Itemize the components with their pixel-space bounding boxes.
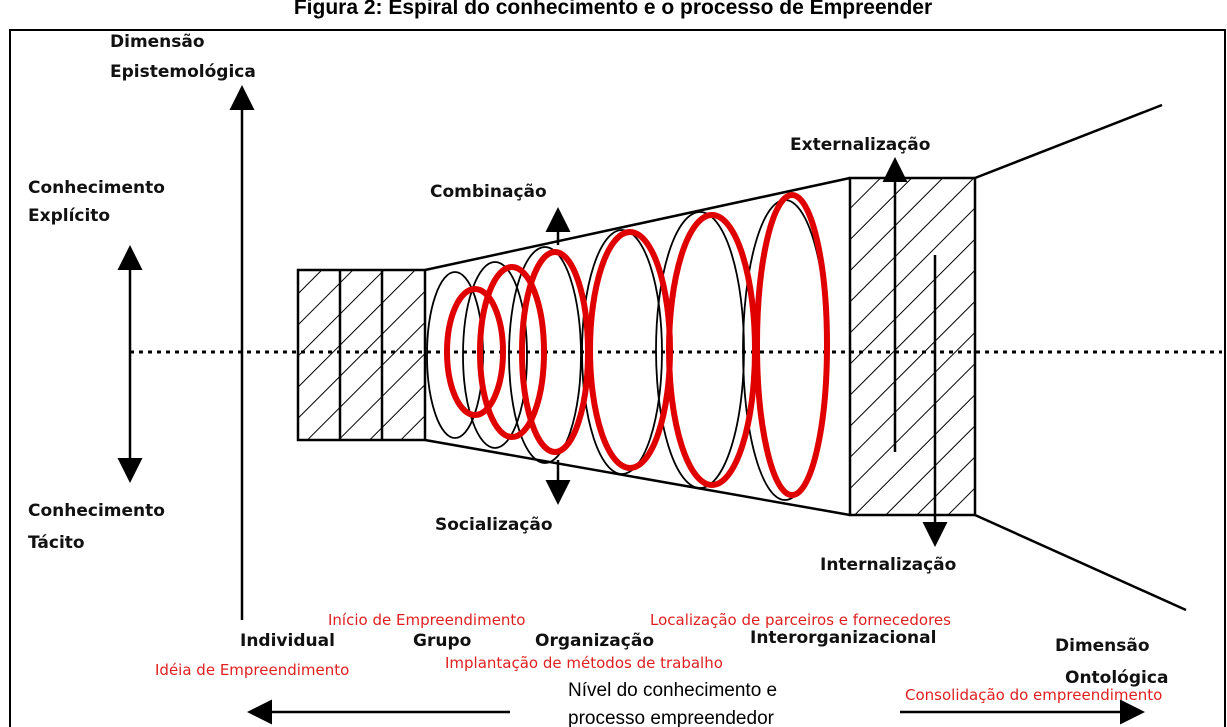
level-label: Interorganizacional — [750, 628, 936, 648]
level-label: Organização — [535, 631, 654, 651]
axis-label: Epistemológica — [110, 62, 256, 82]
mode-label: Externalização — [790, 135, 930, 155]
stage-label: Consolidação do empreendimento — [905, 686, 1162, 704]
stage-label: Idéia de Empreendimento — [155, 661, 349, 679]
pole-label: Conhecimento — [28, 178, 165, 198]
level-label: Individual — [240, 631, 335, 651]
stage-label: Localização de parceiros e fornecedores — [650, 611, 951, 629]
axis-label: Ontológica — [1065, 668, 1168, 688]
title: Figura 2: Espiral do conhecimento e o pr… — [294, 0, 932, 19]
mode-label: Combinação — [430, 182, 547, 202]
level-label: Grupo — [413, 631, 471, 651]
frame — [9, 29, 1226, 727]
caption: processo empreendedor — [568, 708, 775, 727]
caption: Nível do conhecimento e — [568, 680, 777, 701]
axis-label: Dimensão — [110, 32, 205, 52]
pole-label: Conhecimento — [28, 501, 165, 521]
mode-label: Socialização — [435, 515, 553, 535]
mode-label: Internalização — [820, 555, 956, 575]
pole-label: Tácito — [28, 533, 85, 553]
stage-label: Início de Empreendimento — [328, 611, 525, 629]
stage-label: Implantação de métodos de trabalho — [445, 654, 723, 672]
axis-label: Dimensão — [1055, 636, 1150, 656]
pole-label: Explícito — [28, 206, 110, 226]
shapes — [117, 85, 1222, 725]
